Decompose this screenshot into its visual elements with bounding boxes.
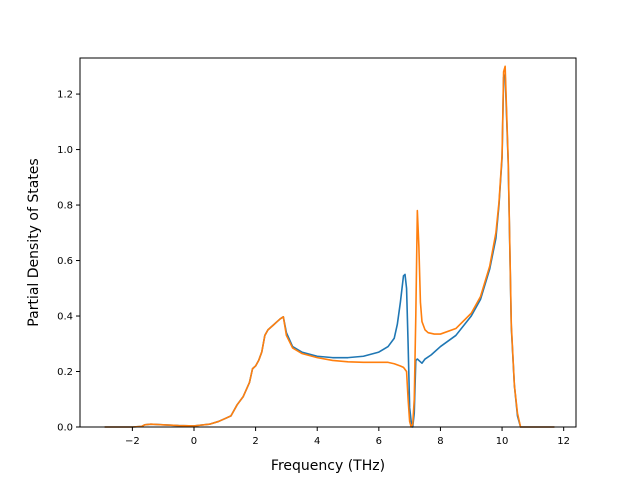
- x-tick-label: 10: [496, 436, 509, 447]
- x-tick-label: 2: [252, 436, 258, 447]
- y-tick-label: 0.0: [57, 423, 73, 434]
- y-tick-label: 1.2: [57, 90, 73, 101]
- y-tick-label: 0.8: [57, 201, 73, 212]
- x-tick-label: 4: [314, 436, 320, 447]
- x-tick-label: 0: [191, 436, 197, 447]
- y-tick-label: 1.0: [57, 145, 73, 156]
- y-tick-label: 0.6: [57, 256, 73, 267]
- x-tick-label: 12: [557, 436, 570, 447]
- x-tick-label: 8: [437, 436, 443, 447]
- plot-area-background: [80, 58, 576, 427]
- x-tick-label: −2: [125, 436, 140, 447]
- y-axis-ticks: 0.0 0.2 0.4 0.6 0.8 1.0 1.2: [57, 90, 80, 434]
- y-tick-label: 0.2: [57, 367, 73, 378]
- x-axis-ticks: −2 0 2 4 6 8 10 12: [125, 427, 570, 447]
- series-layer: [104, 65, 555, 428]
- y-tick-label: 0.4: [57, 312, 73, 323]
- plot-frame: [79, 57, 577, 428]
- series-line-2: [104, 65, 555, 428]
- x-tick-label: 6: [376, 436, 382, 447]
- x-axis-label: Frequency (THz): [271, 458, 385, 474]
- y-axis-label: Partial Density of States: [26, 158, 42, 326]
